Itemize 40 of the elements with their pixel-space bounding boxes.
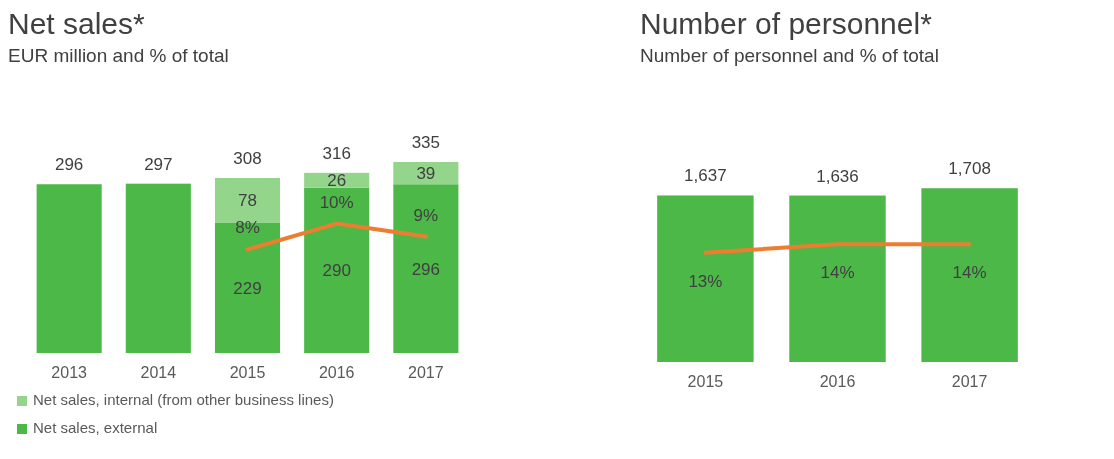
data-label: 14% bbox=[820, 263, 855, 283]
total-label: 316 bbox=[322, 143, 351, 163]
data-label: 10% bbox=[319, 192, 354, 212]
data-label: 39 bbox=[416, 164, 436, 184]
bar bbox=[214, 177, 281, 223]
chart-subtitle: EUR million and % of total bbox=[8, 45, 229, 66]
data-label: 26 bbox=[327, 171, 347, 191]
bar bbox=[304, 187, 370, 353]
data-label: 296 bbox=[411, 259, 441, 279]
data-label: 1,708 bbox=[948, 159, 991, 179]
total-label: 308 bbox=[233, 148, 262, 168]
data-label: 290 bbox=[322, 261, 351, 281]
x-tick-label: 2017 bbox=[408, 364, 444, 382]
data-label: 1,637 bbox=[684, 166, 727, 186]
data-label: 8% bbox=[235, 218, 260, 238]
chart-title: Number of personnel* bbox=[640, 7, 933, 40]
x-tick-label: 2016 bbox=[819, 373, 856, 391]
data-label: 9% bbox=[413, 205, 439, 225]
data-label: 14% bbox=[952, 263, 987, 283]
legend-label: Net sales, internal (from other business lines) bbox=[33, 391, 334, 408]
total-label: 296 bbox=[54, 155, 84, 175]
x-tick-label: 2013 bbox=[51, 364, 88, 382]
x-tick-label: 2015 bbox=[687, 373, 724, 391]
x-tick-label: 2017 bbox=[951, 373, 988, 391]
x-tick-label: 2015 bbox=[229, 364, 266, 382]
bar bbox=[125, 183, 191, 353]
data-label: 13% bbox=[688, 271, 723, 291]
data-label: 229 bbox=[233, 278, 262, 298]
x-tick-label: 2014 bbox=[140, 364, 177, 382]
chart-subtitle: Number of personnel and % of total bbox=[640, 45, 939, 66]
x-tick-label: 2016 bbox=[318, 364, 355, 382]
bar bbox=[36, 184, 102, 353]
total-label: 335 bbox=[411, 133, 441, 153]
legend-label: Net sales, external bbox=[33, 419, 158, 436]
data-label: 1,636 bbox=[816, 166, 859, 186]
total-label: 297 bbox=[144, 154, 173, 174]
chart-title: Net sales* bbox=[8, 7, 146, 40]
bar bbox=[214, 222, 281, 353]
bar bbox=[393, 184, 459, 353]
data-label: 78 bbox=[238, 191, 257, 211]
